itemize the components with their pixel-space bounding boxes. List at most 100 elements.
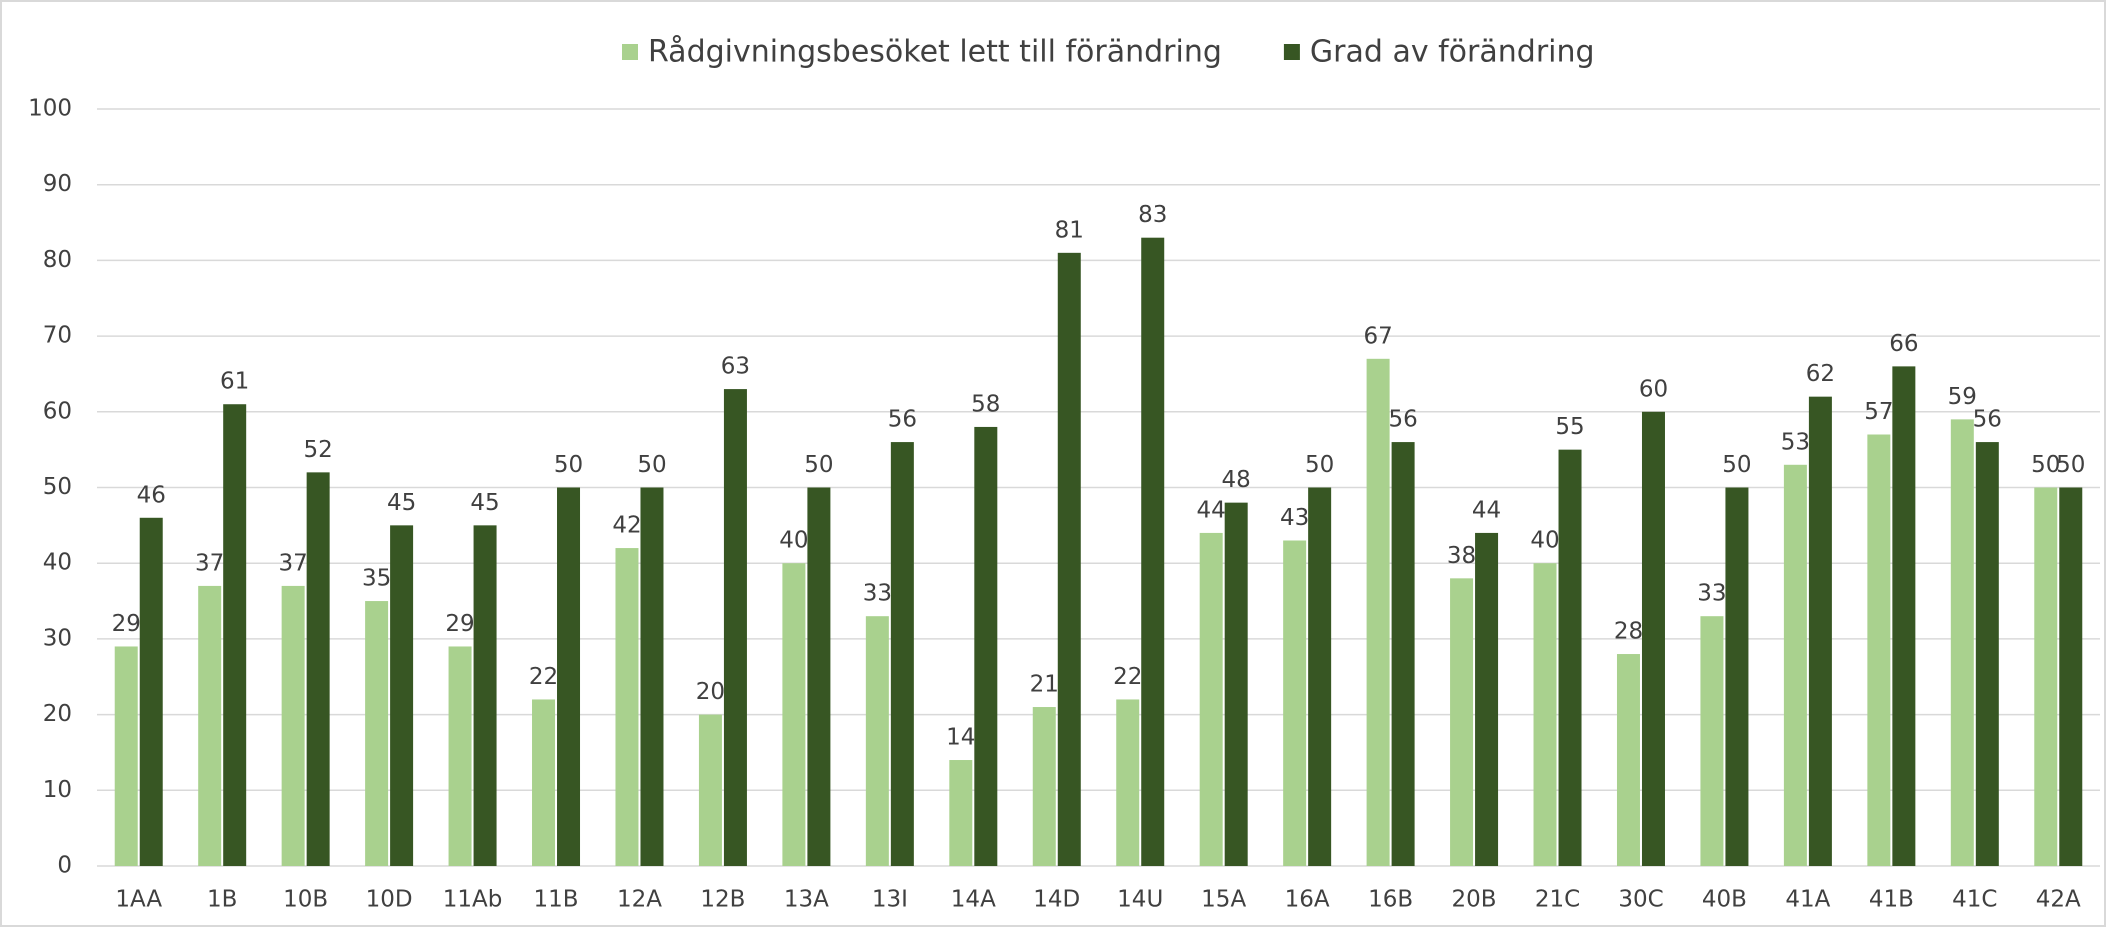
x-tick-label: 14A <box>951 887 996 913</box>
bar <box>782 563 806 866</box>
data-label: 56 <box>888 407 917 433</box>
bar <box>723 389 747 866</box>
bar <box>1057 252 1081 866</box>
data-label: 50 <box>637 452 666 478</box>
bar <box>1366 358 1390 866</box>
bar <box>2034 487 2058 866</box>
bar <box>974 426 998 866</box>
data-label: 52 <box>304 437 333 463</box>
bar <box>2059 487 2083 866</box>
data-label: 83 <box>1138 202 1167 228</box>
data-label: 40 <box>779 528 808 554</box>
bar <box>473 525 497 866</box>
x-tick-label: 1AA <box>115 887 162 913</box>
y-tick-label: 20 <box>43 701 72 727</box>
data-label: 29 <box>445 611 474 637</box>
x-tick-label: 41C <box>1952 887 1997 913</box>
data-label: 37 <box>195 550 224 576</box>
data-label: 48 <box>1222 467 1251 493</box>
data-label: 14 <box>946 725 975 751</box>
data-label: 38 <box>1447 543 1476 569</box>
bar <box>1641 411 1665 866</box>
bar <box>1475 532 1499 866</box>
bar <box>698 714 722 866</box>
bar <box>365 601 389 866</box>
x-tick-label: 14D <box>1033 887 1080 913</box>
data-label: 56 <box>1388 407 1417 433</box>
bar <box>114 646 138 866</box>
data-label: 66 <box>1889 331 1918 357</box>
bar <box>1783 464 1807 866</box>
bar <box>615 548 639 866</box>
data-label: 43 <box>1280 505 1309 531</box>
x-tick-label: 16B <box>1368 887 1413 913</box>
legend-swatch <box>622 44 638 60</box>
data-label: 29 <box>112 611 141 637</box>
data-label: 20 <box>696 679 725 705</box>
bar <box>1116 699 1140 866</box>
bar <box>1224 502 1248 866</box>
data-label: 56 <box>1973 407 2002 433</box>
data-label: 81 <box>1055 217 1084 243</box>
data-label: 44 <box>1197 497 1226 523</box>
data-label: 35 <box>362 566 391 592</box>
x-tick-label: 12A <box>617 887 662 913</box>
bar <box>1867 434 1891 866</box>
x-tick-label: 40B <box>1702 887 1747 913</box>
data-label: 63 <box>721 354 750 380</box>
x-tick-label: 15A <box>1201 887 1246 913</box>
data-label: 53 <box>1781 429 1810 455</box>
y-tick-label: 80 <box>43 247 72 273</box>
x-tick-label: 13I <box>872 887 908 913</box>
bar <box>1032 707 1056 866</box>
data-label: 60 <box>1639 376 1668 402</box>
data-label: 55 <box>1555 414 1584 440</box>
data-label: 50 <box>804 452 833 478</box>
x-tick-label: 42A <box>2036 887 2081 913</box>
bar <box>890 442 914 866</box>
x-tick-label: 30C <box>1618 887 1663 913</box>
data-label: 28 <box>1614 619 1643 645</box>
bar <box>281 585 305 866</box>
y-tick-label: 10 <box>43 777 72 803</box>
y-tick-label: 40 <box>43 550 72 576</box>
legend-label: Grad av förändring <box>1310 35 1595 70</box>
y-tick-label: 60 <box>43 398 72 424</box>
bar <box>1725 487 1749 866</box>
data-label: 50 <box>1305 452 1334 478</box>
x-tick-label: 20B <box>1452 887 1497 913</box>
data-label: 50 <box>2056 452 2085 478</box>
data-label: 59 <box>1948 384 1977 410</box>
data-label: 62 <box>1806 361 1835 387</box>
bar <box>1616 654 1640 866</box>
x-tick-label: 16A <box>1285 887 1330 913</box>
y-tick-label: 100 <box>28 96 72 122</box>
x-tick-label: 11B <box>533 887 578 913</box>
data-label: 37 <box>279 550 308 576</box>
data-label: 67 <box>1363 323 1392 349</box>
x-tick-label: 12B <box>700 887 745 913</box>
data-label: 22 <box>1113 664 1142 690</box>
bar <box>640 487 664 866</box>
x-tick-label: 11Ab <box>443 887 503 913</box>
bar <box>557 487 581 866</box>
legend-swatch <box>1283 44 1300 60</box>
bar <box>1450 578 1474 866</box>
x-tick-label: 13A <box>784 887 829 913</box>
x-tick-label: 14U <box>1117 887 1163 913</box>
bar <box>807 487 831 866</box>
bar <box>1283 540 1307 866</box>
x-tick-label: 10B <box>283 887 328 913</box>
bar <box>1975 442 1999 866</box>
bar <box>1950 419 1974 866</box>
x-tick-label: 21C <box>1535 887 1580 913</box>
bar <box>448 646 472 866</box>
y-tick-label: 70 <box>43 323 72 349</box>
y-tick-label: 30 <box>43 625 72 651</box>
data-label: 50 <box>2031 452 2060 478</box>
data-label: 44 <box>1472 497 1501 523</box>
bar <box>949 760 973 866</box>
data-label: 42 <box>612 513 641 539</box>
x-tick-label: 41B <box>1869 887 1914 913</box>
